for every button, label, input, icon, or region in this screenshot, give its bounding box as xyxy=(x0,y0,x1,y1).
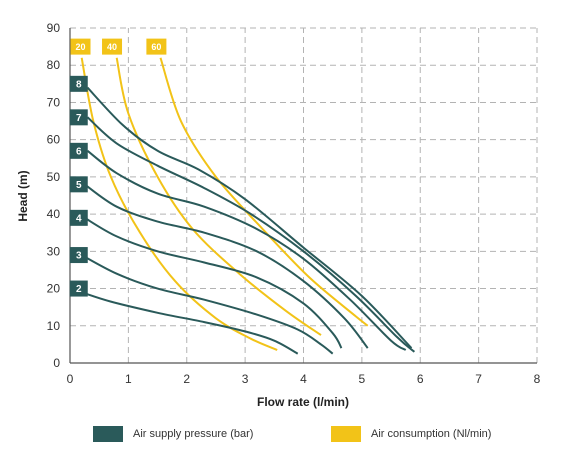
series-labels: 2 3 4 5 6 7 8 20 40 60 xyxy=(69,38,167,297)
air-label-box-60 xyxy=(146,38,167,55)
x-tick-label: 2 xyxy=(183,372,190,386)
air-consumption-line-20 xyxy=(80,57,278,351)
pressure-line-3 xyxy=(81,254,334,355)
pressure-line-8 xyxy=(86,86,413,349)
pressure-label-6: 6 xyxy=(76,146,82,157)
pressure-label-box-4 xyxy=(69,209,88,226)
air-consumption-line-60 xyxy=(159,57,369,327)
y-tick-label: 60 xyxy=(47,133,61,147)
x-axis-label: Flow rate (l/min) xyxy=(257,395,349,409)
legend-air-label: Air consumption (Nl/min) xyxy=(371,428,492,440)
pressure-label-8: 8 xyxy=(76,79,82,90)
y-tick-label: 50 xyxy=(47,170,61,184)
pressure-label-box-7 xyxy=(69,109,88,126)
x-tick-label: 0 xyxy=(67,372,74,386)
x-tick-label: 5 xyxy=(359,372,366,386)
y-axis-label: Head (m) xyxy=(16,170,30,221)
x-tick-label: 1 xyxy=(125,372,132,386)
pressure-label-7: 7 xyxy=(76,113,82,124)
y-tick-label: 40 xyxy=(47,207,61,221)
pressure-line-2 xyxy=(81,291,299,355)
legend-pressure-swatch xyxy=(93,426,123,442)
pressure-label-box-3 xyxy=(69,247,88,264)
pressure-label-box-5 xyxy=(69,176,88,193)
pressure-lines xyxy=(81,86,416,355)
air-label-box-40 xyxy=(102,38,123,55)
legend-air-swatch xyxy=(331,426,361,442)
y-tick-label: 30 xyxy=(47,244,61,258)
pressure-label-2: 2 xyxy=(76,284,82,295)
pressure-line-5 xyxy=(84,183,369,349)
pressure-line-7 xyxy=(86,116,416,353)
y-tick-label: 20 xyxy=(47,282,61,296)
air-label-20: 20 xyxy=(75,42,85,52)
pressure-line-6 xyxy=(86,150,407,351)
y-tick-label: 0 xyxy=(53,356,60,370)
y-tick-label: 70 xyxy=(47,95,61,109)
pressure-line-4 xyxy=(84,216,343,349)
pressure-label-3: 3 xyxy=(76,251,82,262)
legend-air: Air consumption (Nl/min) xyxy=(331,425,491,443)
air-label-box-20 xyxy=(70,38,91,55)
pressure-label-4: 4 xyxy=(76,213,82,224)
x-tick-label: 4 xyxy=(300,372,307,386)
pressure-label-5: 5 xyxy=(76,180,82,191)
grid xyxy=(70,27,538,363)
x-tick-label: 8 xyxy=(534,372,541,386)
pressure-label-box-2 xyxy=(69,280,88,297)
legend-pressure: Air supply pressure (bar) xyxy=(93,425,253,443)
y-tick-label: 80 xyxy=(47,58,61,72)
pressure-label-box-6 xyxy=(69,142,88,159)
legend-pressure-label: Air supply pressure (bar) xyxy=(133,428,254,440)
x-tick-label: 6 xyxy=(417,372,424,386)
y-tick-label: 10 xyxy=(47,319,61,333)
pressure-label-box-8 xyxy=(69,75,88,92)
x-tick-label: 3 xyxy=(242,372,249,386)
x-tick-label: 7 xyxy=(475,372,482,386)
air-label-40: 40 xyxy=(107,42,117,52)
y-tick-label: 90 xyxy=(47,21,61,35)
air-label-60: 60 xyxy=(151,42,161,52)
